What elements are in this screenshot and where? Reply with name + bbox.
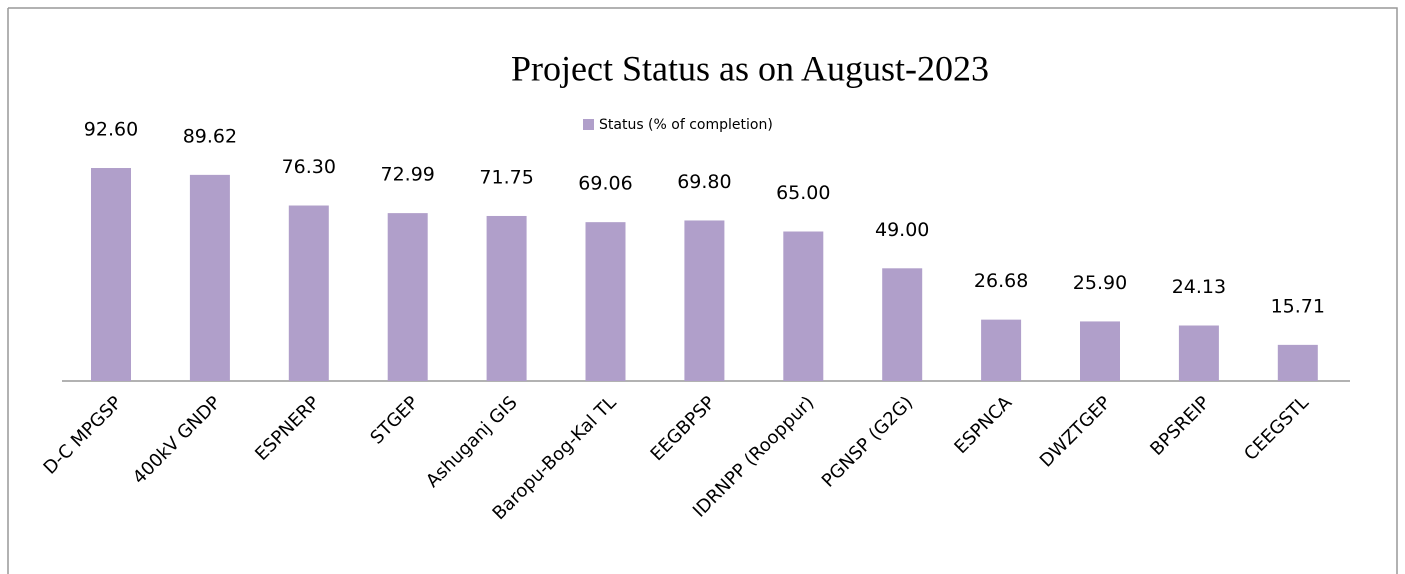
x-tick-label: Ashuganj GIS: [422, 392, 522, 492]
data-label: 25.90: [1073, 272, 1127, 294]
data-label: 72.99: [380, 164, 434, 186]
data-label: 69.06: [578, 173, 632, 195]
chart-title: Project Status as on August-2023: [511, 48, 989, 88]
data-label: 15.71: [1271, 295, 1325, 317]
bar: [486, 215, 527, 381]
x-tick-label: ESPNERP: [251, 392, 324, 465]
bar: [684, 220, 725, 381]
data-label: 69.80: [677, 171, 731, 193]
legend-label: Status (% of completion): [599, 117, 773, 133]
bar: [1178, 325, 1219, 381]
bar: [91, 168, 131, 381]
data-label: 71.75: [479, 166, 533, 188]
x-tick-label: CEEGSTL: [1240, 392, 1313, 465]
data-label: 92.60: [84, 119, 138, 141]
x-tick-label: STGEP: [366, 392, 422, 448]
data-label: 49.00: [875, 219, 929, 241]
bar: [981, 319, 1022, 381]
data-label: 89.62: [183, 125, 237, 147]
data-label: 65.00: [776, 182, 830, 204]
bar: [288, 205, 329, 381]
data-label: 24.13: [1172, 276, 1226, 298]
bar: [783, 231, 824, 381]
x-tick-label: ESPNCA: [950, 392, 1016, 458]
legend-swatch: [583, 119, 594, 130]
x-tick-label: 400kV GNDP: [129, 392, 225, 488]
bar: [387, 213, 428, 381]
x-tick-label: DWZTGEP: [1036, 392, 1115, 471]
x-tick-label: D-C MPGSP: [40, 392, 127, 479]
data-label: 76.30: [282, 156, 336, 178]
x-tick-label: EEGBPSP: [647, 392, 720, 465]
bar: [1277, 344, 1318, 381]
data-label: 26.68: [974, 270, 1028, 292]
frame: [7, 7, 1398, 574]
bar: [1080, 321, 1120, 381]
bar: [585, 222, 626, 381]
bar: [882, 268, 923, 381]
bar: [189, 174, 230, 381]
x-tick-label: BPSREIP: [1146, 392, 1214, 460]
x-tick-label: PGNSP (G2G): [818, 392, 917, 491]
